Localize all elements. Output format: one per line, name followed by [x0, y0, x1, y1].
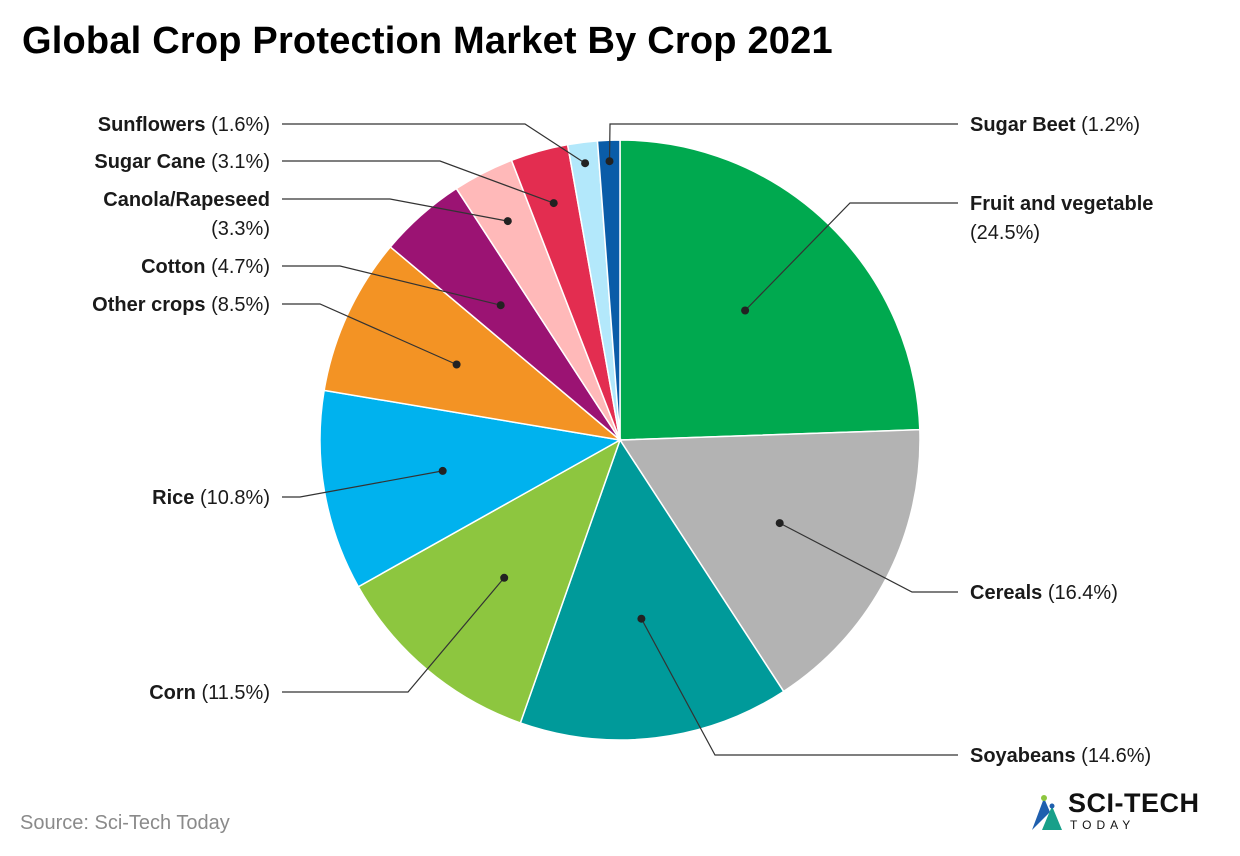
leader-dot — [503, 217, 512, 226]
leader-dot — [452, 360, 461, 369]
sci-tech-logo-icon — [1032, 795, 1062, 830]
slice-label: Other crops (8.5%) — [92, 294, 270, 316]
leader-dot — [637, 614, 646, 623]
leader-dot — [549, 199, 558, 208]
slice-label-name: Canola/Rapeseed — [103, 189, 270, 211]
slice-label-value: (3.3%) — [211, 218, 270, 240]
pie-slice-fruit-and-vegetable — [619, 139, 921, 441]
leader-line — [282, 160, 554, 204]
pie-slice-sugar-beet — [596, 139, 621, 441]
slice-label: Sunflowers (1.6%) — [98, 114, 270, 136]
slice-label-value: (24.5%) — [970, 222, 1040, 244]
leader-lines — [282, 123, 958, 756]
brand-subtitle: TODAY — [1070, 818, 1136, 832]
leader-line — [282, 303, 457, 366]
leader-dot — [496, 301, 505, 310]
pie-slice-soyabeans — [519, 438, 785, 741]
pie-slice-other-crops — [323, 245, 623, 442]
leader-dot — [581, 159, 590, 168]
slice-label: Soyabeans (14.6%) — [970, 745, 1151, 767]
leader-line — [282, 577, 505, 693]
brand-logo: SCI-TECH TODAY — [1028, 788, 1208, 836]
slice-label: Cereals (16.4%) — [970, 582, 1118, 604]
leader-line — [744, 202, 958, 311]
slice-label: Cotton (4.7%) — [141, 256, 270, 278]
slice-labels: Fruit and vegetable (24.5%) Cereals (16.4%… — [92, 114, 1153, 767]
leader-dot — [741, 306, 750, 315]
slice-label: Sugar Cane (3.1%) — [94, 151, 270, 173]
pie-slices — [319, 139, 921, 741]
leader-dot — [438, 466, 447, 475]
slice-label-name: Fruit and vegetable — [970, 193, 1153, 215]
leader-line — [282, 123, 586, 164]
leader-line — [282, 470, 443, 498]
slice-label: Rice (10.8%) — [152, 487, 270, 509]
leader-line — [282, 198, 508, 222]
leader-line — [282, 265, 501, 306]
brand-name: SCI-TECH — [1068, 788, 1200, 818]
leader-line — [608, 123, 958, 162]
leader-dot — [775, 519, 784, 528]
leader-dot — [605, 157, 614, 166]
chart-title: Global Crop Protection Market By Crop 20… — [22, 20, 833, 62]
leader-line — [640, 618, 958, 756]
source-note: Source: Sci-Tech Today — [20, 812, 230, 834]
pie-slice-rice — [319, 389, 623, 588]
leader-dot — [500, 573, 509, 582]
slice-label: Corn (11.5%) — [149, 682, 270, 704]
leader-line — [779, 522, 958, 593]
slice-label: Sugar Beet (1.2%) — [970, 114, 1140, 136]
